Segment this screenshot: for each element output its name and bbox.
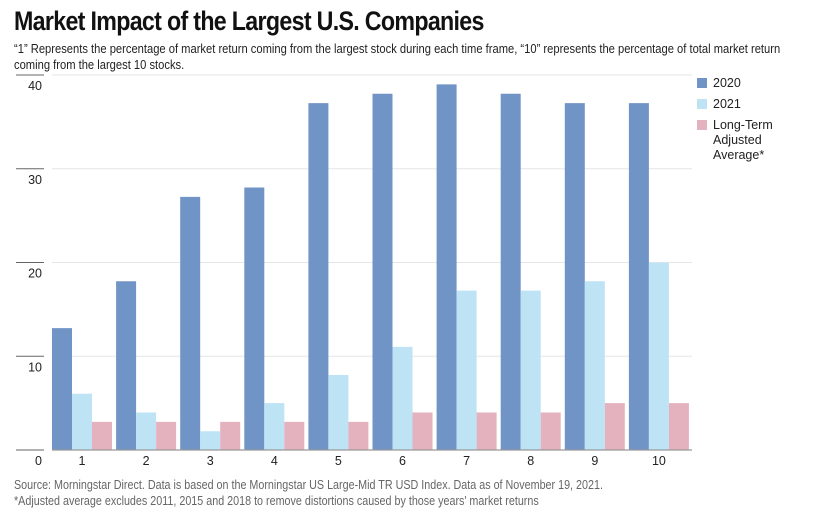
bar-2020-4	[244, 187, 265, 450]
x-tick-label: 10	[652, 454, 666, 468]
y-axis: 0 10 20 30 40	[16, 74, 44, 468]
bar-long-term-3	[220, 421, 241, 450]
x-tick-label: 8	[527, 454, 534, 468]
legend-swatch	[697, 120, 707, 130]
bar-long-term-1	[92, 421, 112, 450]
bar-long-term-9	[604, 403, 625, 450]
y-tick-label: 30	[28, 173, 42, 187]
bar-2020-3	[180, 196, 201, 450]
bar-2021-7	[456, 290, 477, 450]
bar-2020-7	[436, 84, 457, 450]
bar-2021-2	[136, 412, 157, 450]
bar-long-term-7	[476, 412, 497, 450]
y-tick-label: 10	[28, 360, 42, 374]
y-tick-label: 0	[35, 454, 42, 468]
bar-long-term-4	[284, 421, 305, 450]
footer: Source: Morningstar Direct. Data is base…	[14, 477, 603, 509]
bar-2021-8	[520, 290, 541, 450]
x-tick-label: 6	[399, 454, 406, 468]
bar-2020-1	[52, 328, 72, 450]
bar-2020-9	[564, 103, 585, 450]
bar-long-term-2	[156, 421, 177, 450]
legend-swatch	[697, 99, 707, 109]
bar-2020-10	[628, 103, 649, 450]
bar-2021-3	[200, 431, 221, 450]
y-tick-label: 40	[28, 79, 42, 93]
x-tick-label: 1	[79, 454, 86, 468]
bar-2021-1	[72, 393, 92, 450]
bar-2020-5	[308, 103, 329, 450]
chart-subtitle: “1” Represents the percentage of market …	[14, 41, 781, 72]
legend-item: 2021	[697, 97, 814, 112]
source-note: Source: Morningstar Direct. Data is base…	[14, 478, 603, 492]
legend-item: 2020	[697, 76, 814, 91]
bar-2021-4	[264, 403, 285, 450]
bar-2021-9	[584, 281, 605, 450]
bar-2021-10	[648, 262, 669, 450]
gridlines	[52, 74, 692, 357]
x-tick-label: 2	[143, 454, 150, 468]
x-tick-label: 4	[271, 454, 278, 468]
bar-2021-6	[392, 346, 413, 450]
legend-label: 2021	[713, 97, 741, 111]
legend-item: Long-Term Adjusted Average*	[697, 118, 814, 163]
legend-swatch	[697, 78, 707, 88]
x-tick-label: 5	[335, 454, 342, 468]
legend-label: Long-Term Adjusted Average*	[713, 118, 773, 162]
bars	[52, 84, 689, 450]
bar-long-term-8	[540, 412, 561, 450]
bar-long-term-6	[412, 412, 433, 450]
x-tick-label: 3	[207, 454, 214, 468]
bar-2021-5	[328, 375, 349, 450]
bar-2020-2	[116, 281, 137, 450]
legend: 2020 2021 Long-Term Adjusted Average*	[697, 76, 814, 169]
x-tick-label: 7	[463, 454, 470, 468]
chart-title: Market Impact of the Largest U.S. Compan…	[14, 6, 484, 36]
legend-label: 2020	[713, 76, 741, 90]
x-axis: 1 2 3 4 5 6 7 8 9 10	[52, 449, 692, 468]
bar-2020-8	[500, 93, 521, 450]
bar-long-term-5	[348, 421, 369, 450]
bar-long-term-10	[668, 403, 689, 450]
bar-2020-6	[372, 93, 393, 450]
adjusted-average-note: *Adjusted average excludes 2011, 2015 an…	[14, 494, 539, 508]
x-tick-label: 9	[591, 454, 598, 468]
y-tick-label: 20	[28, 267, 42, 281]
